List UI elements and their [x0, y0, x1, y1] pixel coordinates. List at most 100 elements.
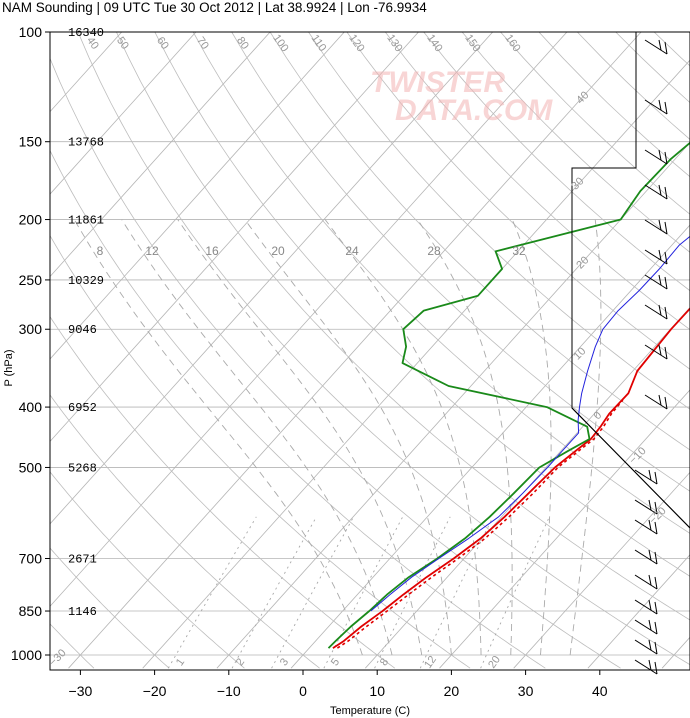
mixing-ratio-label: 12	[422, 654, 439, 671]
y-tick-label: 250	[19, 272, 43, 288]
dry-adiabat-label: 40	[84, 35, 101, 52]
wind-barb	[634, 549, 658, 565]
dry-adiabat-label: 100	[270, 32, 290, 54]
mixing-ratio-label: 5	[329, 656, 342, 668]
series-virtual-temperature	[336, 399, 624, 649]
x-tick-label: 40	[592, 683, 608, 699]
dry-adiabat	[50, 547, 170, 669]
dry-adiabat-label: 50	[114, 35, 131, 52]
mixing-ratio-line	[374, 516, 451, 669]
height-label: 16340	[68, 26, 104, 40]
chart-axes	[45, 31, 690, 675]
wind-barb	[634, 599, 658, 615]
isotherm-line	[587, 554, 690, 669]
dry-adiabat-label: 70	[194, 35, 211, 52]
height-label: 5268	[68, 461, 97, 475]
isotherm-line	[50, 32, 123, 113]
dry-adiabat	[77, 32, 690, 666]
panel-diagonal	[571, 407, 690, 529]
height-label: 9046	[68, 323, 97, 337]
series-temperature	[332, 307, 690, 649]
y-tick-label: 1000	[11, 647, 42, 663]
plot-frame	[49, 31, 690, 671]
dry-adiabat-label: 60	[154, 35, 171, 52]
dry-adiabat	[50, 315, 396, 669]
isotherm-label: 10	[571, 345, 588, 362]
x-tick-label: −30	[69, 683, 93, 699]
twisterdata-watermark: TWISTER DATA.COM	[370, 66, 553, 127]
wind-barb	[644, 219, 668, 235]
y-axis-label: P (hPa)	[3, 349, 15, 386]
isotherm-line	[50, 32, 271, 278]
wind-barb	[634, 499, 658, 515]
isotherm-line	[68, 32, 642, 669]
x-tick-label: 10	[369, 683, 385, 699]
wind-barb	[644, 274, 668, 290]
height-label: 1146	[68, 605, 97, 619]
wind-barb	[644, 394, 668, 410]
x-tick-label: −20	[143, 683, 167, 699]
height-label: 11861	[68, 214, 104, 228]
isotherm-line	[290, 224, 690, 669]
wind-barb	[644, 99, 668, 115]
wind-barb	[634, 519, 658, 535]
y-tick-label: 100	[19, 24, 43, 40]
isotherm-line	[142, 59, 690, 669]
mixing-ratio-label: 3	[278, 656, 291, 668]
wind-barbs	[634, 39, 668, 675]
wind-barb	[644, 249, 668, 265]
moist-adiabat	[73, 219, 363, 656]
isotherm-line	[439, 389, 690, 669]
moist-adiabat-label: 20	[271, 244, 285, 258]
mixing-ratio-line	[231, 516, 317, 669]
dry-adiabat-label: 140	[424, 32, 444, 54]
y-tick-label: 700	[19, 550, 43, 566]
moist-adiabat-label: 12	[145, 244, 159, 258]
wind-barb	[644, 304, 668, 320]
moist-adiabat	[121, 219, 393, 656]
x-tick-label: 0	[299, 683, 307, 699]
y-tick-label: 500	[19, 459, 43, 475]
mixing-ratio-label: 1	[174, 656, 187, 668]
series-parcel	[370, 235, 690, 612]
mixing-ratio-label: 8	[378, 656, 391, 668]
wind-barb	[634, 639, 658, 655]
moist-adiabat	[569, 219, 602, 656]
dry-adiabat	[116, 32, 690, 621]
wind-barb	[634, 659, 658, 675]
dry-adiabat	[538, 32, 690, 178]
y-tick-label: 400	[19, 399, 43, 415]
moist-adiabat-label: 28	[427, 244, 441, 258]
dry-adiabat	[50, 471, 245, 669]
wind-barb	[644, 184, 668, 200]
mixing-ratio-line	[419, 516, 494, 669]
y-tick-label: 850	[19, 603, 43, 619]
dry-adiabat	[423, 32, 690, 292]
wind-barb	[634, 469, 658, 485]
wind-barb	[644, 39, 668, 55]
y-tick-label: 200	[19, 212, 43, 228]
isotherm-label: 20	[574, 254, 591, 271]
x-tick-label: 30	[518, 683, 534, 699]
wind-barb	[644, 344, 668, 360]
dry-adiabat	[50, 57, 621, 669]
mixing-ratio-line	[167, 516, 257, 669]
moist-adiabat	[244, 219, 452, 656]
dry-adiabat-label: 160	[502, 32, 522, 54]
x-tick-label: 20	[444, 683, 460, 699]
y-tick-label: 300	[19, 321, 43, 337]
wind-barb	[634, 574, 658, 590]
isotherm-line	[216, 141, 690, 669]
isotherm-line	[0, 18, 60, 668]
mixing-ratio-line	[480, 516, 550, 669]
moist-adiabat	[511, 219, 552, 656]
moist-adiabat	[177, 219, 423, 656]
dry-adiabat-label: 80	[234, 35, 251, 52]
hodograph-panel	[571, 32, 690, 529]
isotherm-label: −10	[627, 445, 649, 467]
dry-adiabat	[231, 32, 690, 492]
moist-adiabat	[324, 219, 482, 656]
isotherm-line	[50, 32, 568, 607]
dry-adiabat	[50, 234, 471, 669]
chart-title: NAM Sounding | 09 UTC Tue 30 Oct 2012 | …	[2, 0, 427, 15]
